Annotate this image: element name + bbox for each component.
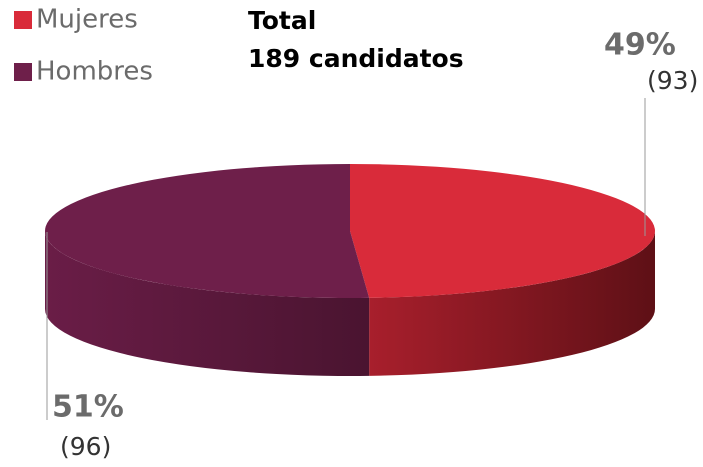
legend-swatch <box>14 11 32 29</box>
legend-label: Hombres <box>36 57 153 87</box>
legend-label: Mujeres <box>36 5 138 35</box>
data-label: 51% <box>52 390 124 425</box>
slice <box>45 164 370 298</box>
chart-title: Total <box>248 6 316 35</box>
chart-subtitle: 189 candidatos <box>248 44 464 73</box>
slice-side <box>44 231 370 376</box>
legend-swatch <box>14 63 32 81</box>
slice-side <box>369 231 655 376</box>
slice <box>350 164 656 298</box>
count-label: (93) <box>647 66 698 95</box>
data-label: 49% <box>604 28 676 63</box>
count-label: (96) <box>60 432 111 461</box>
